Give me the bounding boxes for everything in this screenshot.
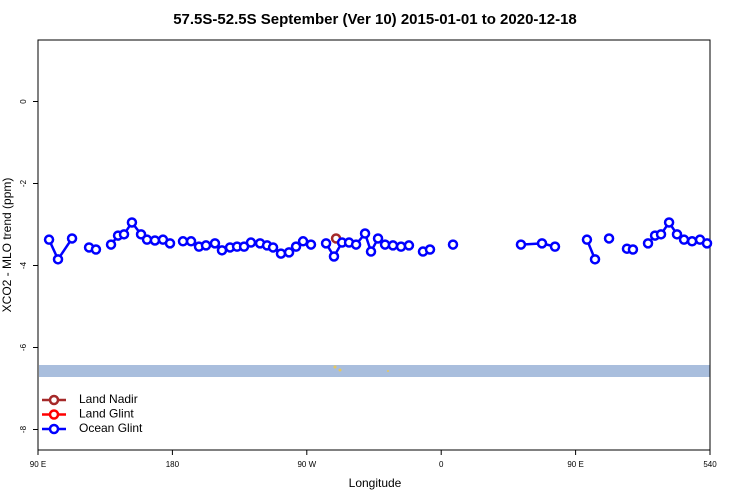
data-point (350, 239, 362, 250)
data-point (424, 244, 436, 255)
x-tick-label: 180 (166, 460, 180, 469)
data-point (536, 238, 548, 249)
land-dot (338, 368, 342, 372)
y-tick-label: 0 (19, 99, 28, 104)
data-point (589, 254, 601, 265)
data-point (105, 239, 117, 250)
data-point (359, 228, 371, 239)
data-point (515, 239, 527, 250)
data-point (200, 240, 212, 251)
data-point (678, 234, 690, 245)
x-tick-label: 90 E (30, 460, 46, 469)
x-tick-label: 90 W (297, 460, 316, 469)
x-tick-label: 540 (703, 460, 717, 469)
x-axis-label: Longitude (349, 476, 402, 490)
data-point (701, 238, 713, 249)
y-tick-label: -8 (19, 425, 28, 433)
chart-title: 57.5S-52.5S September (Ver 10) 2015-01-0… (173, 11, 577, 28)
data-point (66, 233, 78, 244)
data-point (185, 236, 197, 247)
data-point (290, 241, 302, 252)
legend-label: Land Nadir (79, 392, 138, 406)
y-tick-label: -2 (19, 179, 28, 187)
land-dot (387, 370, 389, 372)
data-point (581, 234, 593, 245)
y-tick-label: -6 (19, 343, 28, 351)
x-tick-label: 0 (439, 460, 444, 469)
data-point (90, 244, 102, 255)
data-point (447, 239, 459, 250)
data-point (164, 238, 176, 249)
data-point (328, 251, 340, 262)
data-point (365, 246, 377, 257)
data-point (305, 239, 317, 250)
data-point (216, 245, 228, 256)
data-point (275, 248, 287, 259)
y-axis-label: XCO2 - MLO trend (ppm) (0, 178, 14, 313)
data-point (245, 237, 257, 248)
data-point (209, 238, 221, 249)
map-strip (39, 365, 710, 377)
data-point (118, 229, 130, 240)
y-tick-label: -4 (19, 261, 28, 269)
data-point (603, 233, 615, 244)
data-point (655, 229, 667, 240)
data-point (43, 234, 55, 245)
data-point (52, 254, 64, 265)
data-point (372, 233, 384, 244)
data-point (549, 241, 561, 252)
legend-marker (48, 394, 60, 406)
data-point (642, 238, 654, 249)
data-point (126, 217, 138, 228)
data-point (671, 229, 683, 240)
data-point (663, 217, 675, 228)
data-point (267, 242, 279, 253)
data-point (403, 240, 415, 251)
data-point (395, 241, 407, 252)
legend-label: Land Glint (79, 407, 134, 421)
legend-marker (48, 409, 60, 420)
data-point (283, 247, 295, 258)
x-tick-label: 90 E (567, 460, 583, 469)
data-point (627, 244, 639, 255)
data-point (149, 235, 161, 246)
land-dot (333, 365, 337, 369)
data-point (177, 236, 189, 247)
data-point (320, 238, 332, 249)
legend-marker (48, 423, 60, 435)
data-point (387, 240, 399, 251)
legend-label: Ocean Glint (79, 421, 143, 435)
